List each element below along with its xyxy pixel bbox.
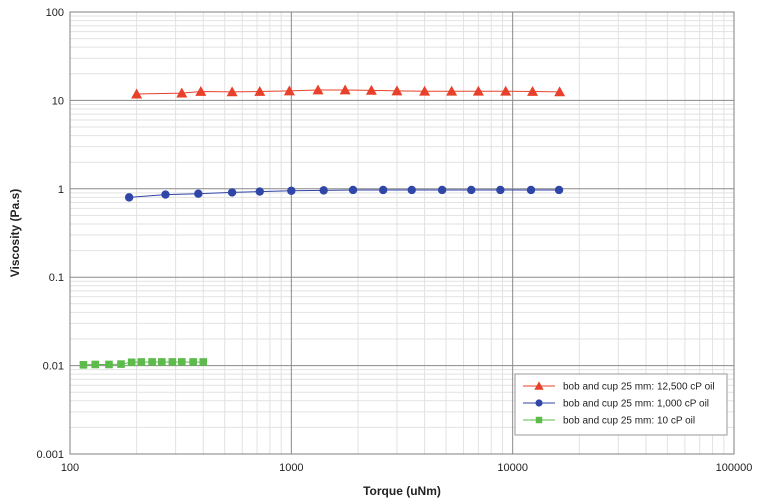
data-point-square [117, 360, 125, 368]
x-tick-label: 100 [61, 462, 79, 474]
data-point-circle [161, 190, 170, 199]
data-point-triangle [254, 86, 266, 96]
data-point-circle [348, 185, 358, 195]
data-point-square [127, 358, 136, 367]
series-line [136, 89, 560, 95]
y-tick-label: 0.001 [36, 449, 64, 461]
data-point-circle [378, 185, 388, 195]
data-point-triangle [527, 86, 539, 96]
data-point-triangle [446, 85, 458, 96]
data-point-square [105, 360, 113, 369]
legend-marker-circle [535, 399, 543, 407]
data-point-square [178, 358, 186, 366]
x-axis-title: Torque (uNm) [363, 484, 441, 498]
data-point-circle [255, 187, 264, 196]
y-tick-label: 1 [58, 184, 64, 196]
data-point-triangle [226, 86, 238, 97]
data-point-square [189, 358, 197, 366]
plot-area-frame [69, 11, 735, 455]
data-point-triangle [195, 86, 207, 96]
legend-label: bob and cup 25 mm: 1,000 cP oil [563, 399, 709, 410]
data-point-circle [554, 185, 564, 195]
data-point-circle [124, 193, 134, 202]
data-point-circle [194, 189, 203, 198]
data-point-triangle [339, 84, 351, 95]
y-tick-label: 0.1 [49, 272, 64, 284]
legend-marker-triangle [534, 381, 544, 390]
data-point-triangle [472, 85, 484, 96]
data-point-square [199, 358, 208, 366]
data-point-triangle [500, 85, 512, 96]
x-tick-label: 100000 [716, 462, 753, 474]
data-point-circle [227, 188, 237, 197]
data-point-circle [467, 185, 476, 195]
series-layer [79, 84, 566, 369]
series-0 [131, 84, 566, 99]
x-tick-label: 1000 [279, 462, 303, 474]
data-point-triangle [312, 84, 324, 95]
x-axis-tick-labels: 100 1000 10000 100000 [61, 462, 753, 474]
data-point-square [168, 358, 177, 366]
y-axis-tick-labels: 0.001 0.01 0.1 1 10 100 [36, 7, 64, 461]
data-point-triangle [554, 86, 566, 97]
series-1 [124, 185, 564, 202]
legend-label: bob and cup 25 mm: 10 cP oil [563, 416, 695, 427]
legend-label: bob and cup 25 mm: 12,500 cP oil [563, 382, 715, 393]
data-point-square [158, 358, 166, 366]
x-tick-label: 10000 [497, 462, 528, 474]
legend-box [514, 373, 728, 436]
y-tick-label: 10 [52, 95, 64, 107]
y-tick-label: 100 [46, 7, 64, 19]
data-point-triangle [176, 87, 188, 98]
data-point-triangle [419, 85, 431, 96]
legend-item: bob and cup 25 mm: 12,500 cP oil [523, 381, 715, 393]
data-point-circle [287, 186, 296, 195]
data-point-circle [496, 185, 505, 195]
data-point-circle [526, 185, 536, 195]
legend-item: bob and cup 25 mm: 1,000 cP oil [523, 399, 709, 410]
data-point-triangle [391, 85, 403, 96]
series-2 [79, 358, 208, 369]
legend-item: bob and cup 25 mm: 10 cP oil [523, 416, 695, 427]
data-point-square [91, 360, 100, 369]
data-point-square [148, 358, 156, 366]
data-point-circle [319, 186, 328, 195]
y-axis-title: Viscosity (Pa.s) [8, 189, 22, 278]
data-point-circle [407, 185, 416, 195]
data-point-square [79, 361, 88, 369]
data-point-square [137, 358, 146, 366]
data-point-triangle [283, 85, 295, 96]
legend: bob and cup 25 mm: 12,500 cP oil bob and … [514, 373, 728, 436]
data-point-circle [437, 185, 447, 195]
y-tick-label: 0.01 [43, 361, 64, 373]
data-point-triangle [131, 88, 143, 99]
data-point-triangle [365, 84, 377, 95]
legend-marker-square [535, 416, 543, 424]
